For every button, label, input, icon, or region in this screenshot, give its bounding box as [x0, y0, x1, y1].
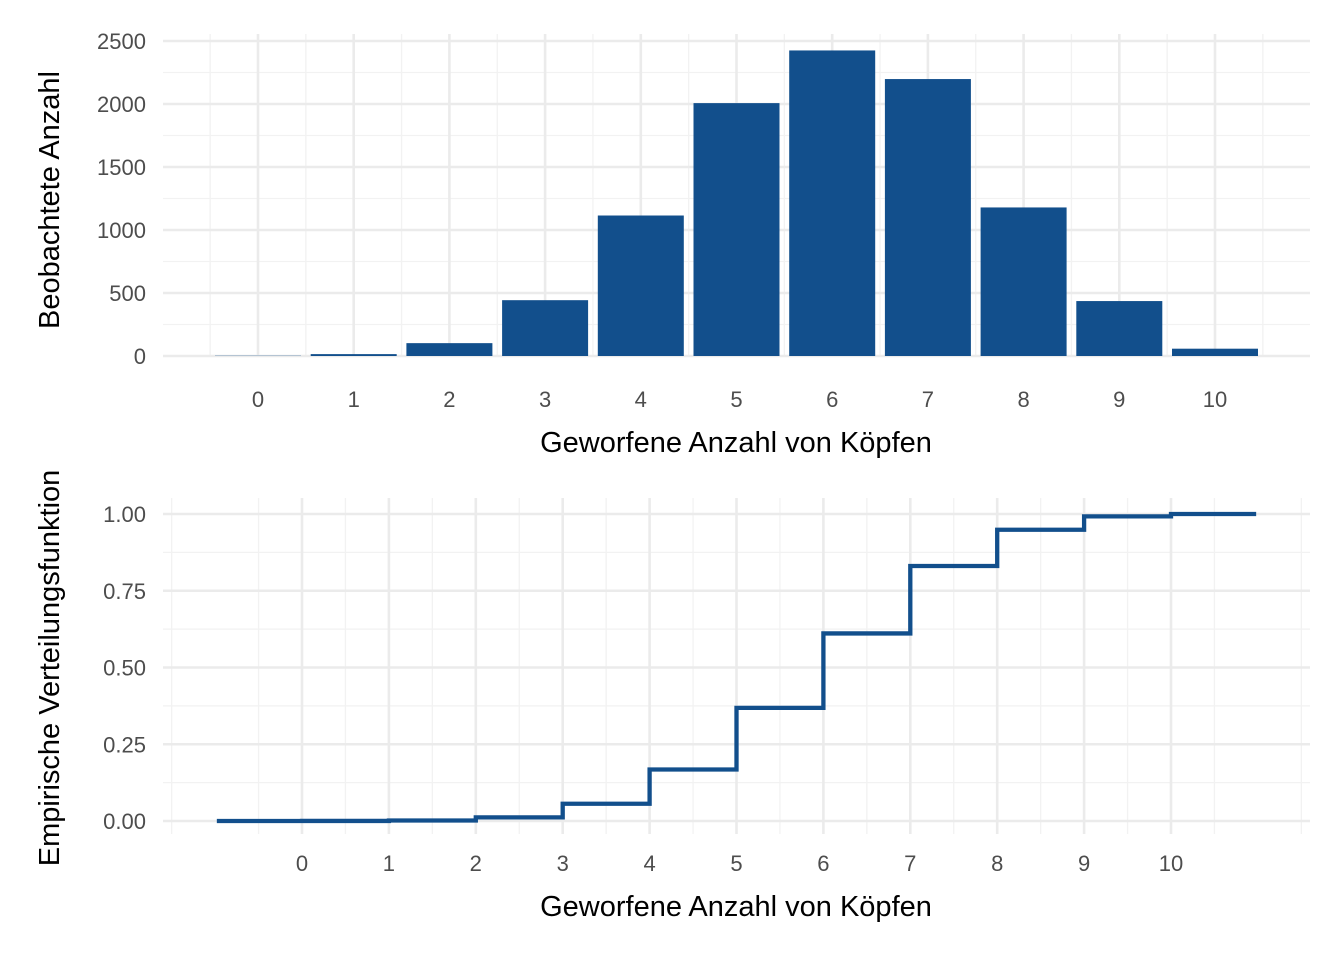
y-tick-label: 1000	[97, 218, 146, 243]
ecdf-chart-panel: 0.00 0.25 0.50 0.75 1.00 0 1 2 3 4 5 6 7 8 9 10 Geworf…	[34, 470, 1310, 923]
x-tick-label: 2	[470, 851, 482, 876]
y-tick-label: 1500	[97, 155, 146, 180]
ecdf-chart-x-ticks: 0 1 2 3 4 5 6 7 8 9 10	[296, 851, 1183, 876]
x-tick-label: 3	[539, 387, 551, 412]
x-tick-label: 1	[348, 387, 360, 412]
y-tick-label: 0.50	[103, 656, 146, 681]
x-tick-label: 7	[904, 851, 916, 876]
ecdf-chart-y-axis-title: Empirische Verteilungsfunktion	[34, 470, 66, 867]
bar-9	[1076, 301, 1163, 356]
bar-chart-y-axis-title: Beobachtete Anzahl	[34, 71, 66, 329]
x-tick-label: 5	[730, 851, 742, 876]
x-tick-label: 8	[991, 851, 1003, 876]
bar-chart-y-ticks: 0 500 1000 1500 2000 2500	[97, 29, 146, 369]
y-tick-label: 0	[134, 344, 146, 369]
x-tick-label: 5	[730, 387, 742, 412]
ecdf-chart-x-axis-title: Geworfene Anzahl von Köpfen	[540, 891, 932, 923]
ecdf-step-line	[216, 511, 1257, 824]
ecdf-chart-grid	[163, 498, 1310, 834]
bar-chart-x-ticks: 0 1 2 3 4 5 6 7 8 9 10	[252, 387, 1227, 412]
x-tick-label: 9	[1113, 387, 1125, 412]
x-tick-label: 0	[296, 851, 308, 876]
x-tick-label: 0	[252, 387, 264, 412]
x-tick-label: 8	[1017, 387, 1029, 412]
x-tick-label: 2	[443, 387, 455, 412]
bar-1	[310, 354, 397, 356]
bar-6	[789, 50, 876, 356]
y-tick-label: 1.00	[103, 502, 146, 527]
x-tick-label: 6	[826, 387, 838, 412]
y-tick-label: 0.00	[103, 809, 146, 834]
bar-chart-x-axis-title: Geworfene Anzahl von Köpfen	[540, 427, 932, 459]
bar-8	[980, 207, 1067, 356]
bar-10	[1172, 348, 1258, 356]
x-tick-label: 10	[1203, 387, 1227, 412]
x-tick-label: 4	[643, 851, 655, 876]
bar-chart-panel: 0 500 1000 1500 2000 2500 0 1 2 3 4 5 6 7 8 9 10 Geworf…	[34, 29, 1310, 459]
x-tick-label: 7	[922, 387, 934, 412]
ecdf-chart-y-ticks: 0.00 0.25 0.50 0.75 1.00	[103, 502, 146, 834]
x-tick-label: 9	[1078, 851, 1090, 876]
bar-5	[693, 103, 780, 356]
y-tick-label: 0.75	[103, 579, 146, 604]
bar-2	[406, 343, 493, 356]
y-tick-label: 500	[109, 281, 146, 306]
bar-4	[597, 215, 684, 356]
bar-chart-bars	[215, 50, 1258, 356]
ecdf-chart-line	[216, 511, 1257, 824]
bar-7	[884, 79, 971, 356]
x-tick-label: 6	[817, 851, 829, 876]
x-tick-label: 3	[557, 851, 569, 876]
y-tick-label: 2000	[97, 92, 146, 117]
bar-3	[502, 300, 589, 356]
x-tick-label: 10	[1159, 851, 1183, 876]
x-tick-label: 4	[635, 387, 647, 412]
x-tick-label: 1	[383, 851, 395, 876]
y-tick-label: 2500	[97, 29, 146, 54]
y-tick-label: 0.25	[103, 732, 146, 757]
